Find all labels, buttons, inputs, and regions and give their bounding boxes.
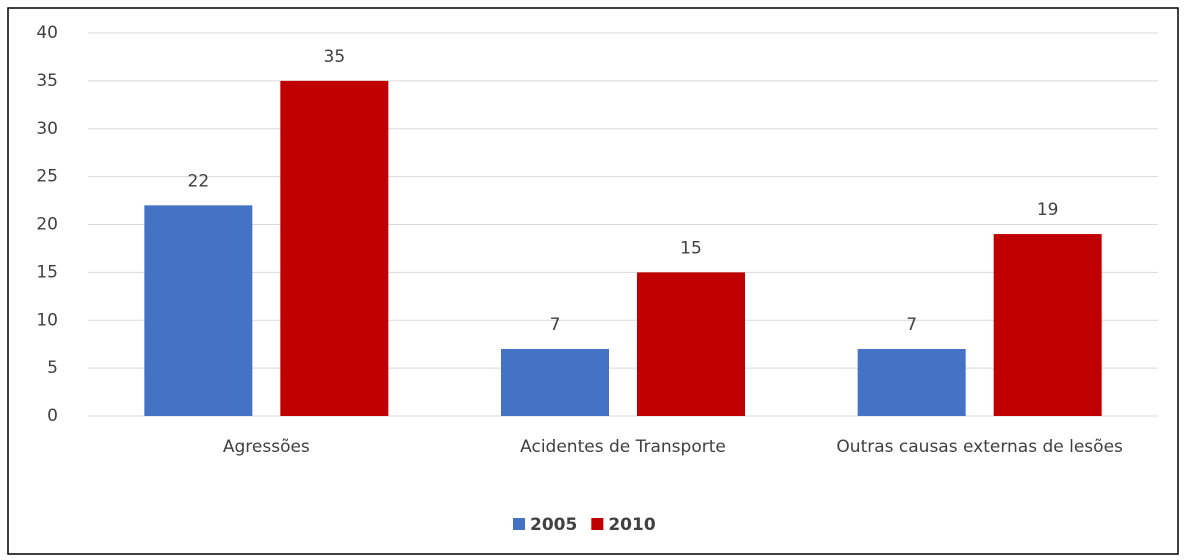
bar <box>501 348 609 416</box>
legend-label: 2005 <box>530 515 577 535</box>
bar <box>637 272 745 416</box>
bar <box>857 348 966 416</box>
y-tick-label: 20 <box>36 215 58 235</box>
bar <box>144 205 253 416</box>
y-tick-label: 35 <box>36 71 58 91</box>
y-tick-label: 25 <box>36 167 58 187</box>
data-label: 15 <box>680 238 702 258</box>
x-tick-label: Acidentes de Transporte <box>520 437 726 457</box>
y-tick-label: 15 <box>36 262 58 282</box>
x-tick-label: Agressões <box>222 437 310 457</box>
y-tick-label: 40 <box>36 23 58 43</box>
legend-swatch <box>513 518 525 530</box>
y-tick-label: 30 <box>36 119 58 139</box>
x-tick-label: Outras causas externas de lesões <box>836 437 1123 457</box>
legend-label: 2010 <box>608 515 655 535</box>
legend-swatch <box>591 518 604 530</box>
bar <box>993 234 1102 416</box>
data-label: 35 <box>324 47 346 67</box>
y-tick-label: 5 <box>47 358 58 378</box>
bar <box>280 80 389 416</box>
data-label: 7 <box>550 315 561 335</box>
y-tick-label: 10 <box>36 310 58 330</box>
data-label: 19 <box>1037 200 1059 220</box>
y-tick-label: 0 <box>47 406 58 426</box>
data-label: 22 <box>188 171 210 191</box>
data-label: 7 <box>906 315 917 335</box>
